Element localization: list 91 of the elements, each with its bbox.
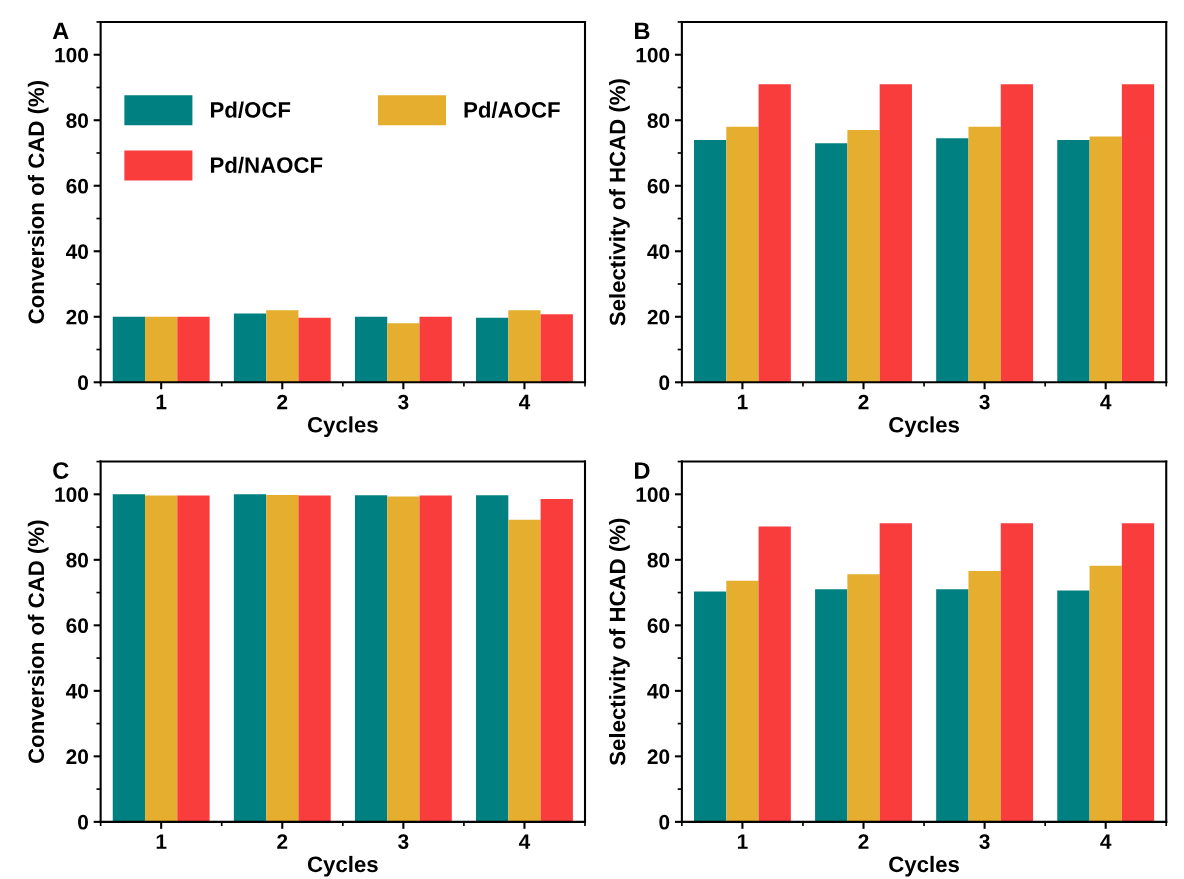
bar [540,498,573,822]
y-tick-label: 60 [66,178,88,194]
x-tick-label: 4 [1100,394,1112,410]
x-tick-label: 3 [979,394,990,410]
bar [693,591,727,822]
x-axis-title: Cycles [307,416,378,438]
bar [847,574,880,822]
x-axis-title: Cycles [889,416,959,438]
bar [758,526,791,822]
y-tick-label: 20 [647,749,670,765]
bar [233,494,267,822]
bar [1121,523,1155,822]
bar [879,523,912,822]
bar [387,496,420,822]
x-tick-label: 3 [398,834,409,849]
bar [693,139,727,383]
bar [879,84,912,383]
y-tick-label: 100 [55,487,88,503]
x-tick-label: 2 [858,394,869,410]
y-tick-label: 0 [659,814,670,830]
y-axis-title: Conversion of CAD (%) [27,520,49,764]
bar [815,143,848,383]
bar [936,589,969,822]
bar [419,495,452,822]
bar [815,589,848,822]
x-tick-label: 3 [398,394,409,410]
y-axis-title: Selectivity of HCAD (%) [609,79,630,326]
x-tick-label: 3 [979,834,990,849]
legend-label: Pd/AOCF [464,101,560,119]
legend-label: Pd/OCF [210,101,291,119]
chart-title: C [53,462,69,479]
bar [847,130,880,383]
y-tick-label: 40 [65,244,88,260]
y-tick-label: 40 [647,244,670,260]
y-axis-title: Conversion of CAD (%) [27,81,49,324]
x-tick-label: 2 [858,834,869,849]
x-tick-label: 2 [277,394,288,410]
y-tick-label: 20 [66,309,88,325]
x-axis-title: Cycles [307,855,378,877]
bar [968,570,1001,822]
y-tick-label: 80 [647,552,670,568]
chart-title: A [52,22,69,40]
bar [726,126,759,383]
bar [508,519,541,822]
x-axis-title: Cycles [889,855,959,877]
y-tick-label: 40 [65,683,88,699]
y-tick-label: 100 [636,487,670,503]
y-tick-label: 80 [66,552,88,568]
y-tick-label: 0 [78,814,88,830]
x-tick-label: 1 [156,394,167,410]
bar [1057,590,1090,822]
y-tick-label: 100 [636,47,670,63]
legend-label: Pd/NAOCF [210,156,323,174]
bar [476,495,509,822]
bar [936,138,969,383]
bar [1057,139,1090,383]
bar [726,580,759,822]
x-tick-label: 4 [1100,834,1112,849]
y-tick-label: 0 [659,375,670,391]
bar [298,495,331,822]
bar [1121,84,1155,383]
y-tick-label: 100 [55,47,88,63]
bar [177,495,210,822]
y-tick-label: 60 [66,618,88,634]
y-tick-label: 0 [78,375,88,391]
bar [1000,523,1034,822]
bar [1000,84,1034,383]
bar [145,495,178,822]
y-axis-title: Selectivity of HCAD (%) [609,518,630,766]
x-tick-label: 1 [737,394,748,410]
bar [1089,565,1122,822]
y-tick-label: 40 [647,683,670,699]
x-tick-label: 4 [518,834,531,849]
bar [968,126,1001,383]
y-tick-label: 20 [647,309,670,325]
chart-title: B [635,22,650,40]
x-tick-label: 1 [737,834,748,849]
y-tick-label: 80 [66,113,88,128]
y-tick-label: 80 [647,113,670,128]
x-tick-label: 2 [277,834,288,849]
x-tick-label: 1 [156,834,167,849]
bar [266,494,299,822]
bar [354,495,388,822]
x-tick-label: 4 [518,394,531,410]
bar [112,494,146,822]
y-tick-label: 60 [647,178,670,194]
bar [758,84,791,383]
bar [1089,136,1122,383]
chart-title: D [635,462,650,479]
y-tick-label: 60 [647,618,670,634]
y-tick-label: 20 [66,749,88,765]
